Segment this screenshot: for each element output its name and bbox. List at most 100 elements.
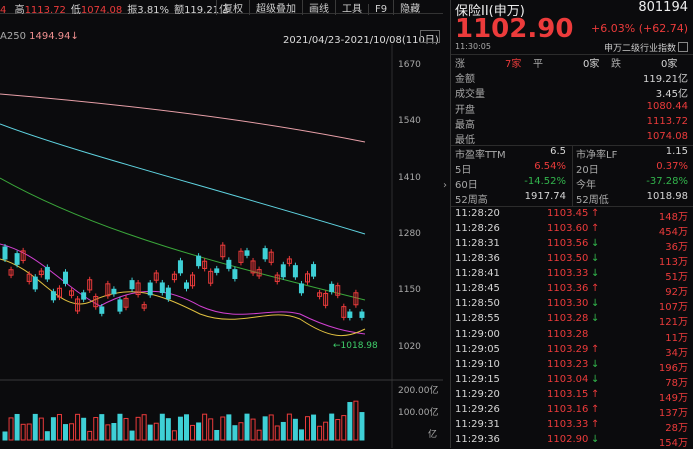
tick-volume: 121万 — [658, 317, 688, 329]
volume-bar — [123, 417, 129, 441]
candle-body — [335, 285, 341, 296]
range-picker-icon[interactable] — [420, 30, 440, 43]
index-icon[interactable] — [678, 42, 688, 52]
volume-bar — [250, 418, 256, 441]
volume-bar — [111, 422, 117, 441]
candle-body — [323, 293, 329, 306]
divider — [451, 145, 693, 146]
volume-bar — [26, 423, 32, 441]
candle-body — [274, 274, 280, 282]
volume-bar — [286, 413, 292, 441]
volume-tick-label: 200.00亿 — [398, 386, 439, 396]
tick-volume: 137万 — [658, 407, 688, 419]
candle-body — [2, 246, 8, 260]
volume-bar — [141, 414, 147, 441]
volume-bar — [256, 429, 262, 441]
tick-direction-icon: ↑ — [591, 403, 600, 415]
candle-body — [63, 271, 68, 284]
volume-bar — [129, 430, 135, 441]
candle-body — [147, 282, 153, 296]
candle-body — [93, 296, 99, 308]
tick-price: 1103.56 — [547, 238, 589, 250]
toolbar-button[interactable]: 隐藏 — [393, 0, 426, 15]
volume-bar — [153, 422, 159, 441]
tick-time: 11:28:36 — [455, 253, 500, 265]
tick-time: 11:28:31 — [455, 238, 500, 250]
tick-price: 1103.28 — [547, 313, 589, 325]
candle-body — [292, 265, 298, 278]
tick-direction-icon: ↓ — [591, 434, 600, 446]
volume-bar — [81, 417, 87, 441]
candle-body — [177, 260, 183, 274]
volume-bar — [202, 413, 208, 441]
candle-body — [165, 287, 171, 300]
volume-bar — [335, 419, 341, 441]
tick-time: 11:29:05 — [455, 343, 500, 355]
toolbar-button[interactable]: 超级叠加 — [249, 0, 302, 15]
volume-bar — [329, 413, 335, 441]
volume-bar — [292, 418, 298, 441]
tick-direction-icon: ↓ — [591, 313, 600, 325]
candle-body — [238, 250, 244, 263]
candle-body — [250, 260, 256, 274]
tick-price: 1103.60 — [547, 223, 589, 235]
candle-body — [20, 250, 26, 261]
last-price: 1102.90 — [455, 14, 574, 44]
tick-price: 1103.28 — [547, 328, 589, 340]
candles — [2, 242, 365, 321]
candle-body — [99, 306, 105, 314]
candle-body — [208, 270, 214, 284]
stat-value: 119.21亿 — [643, 74, 688, 85]
volume-bars — [2, 400, 365, 441]
candle-body — [220, 244, 226, 258]
stat-value: 1113.72 — [24, 5, 66, 16]
tick-volume: 11万 — [665, 332, 688, 344]
toolbar-button[interactable]: 复权 — [216, 0, 249, 15]
candle-body — [111, 288, 117, 295]
breadth-label: 平 — [533, 59, 543, 70]
toolbar-buttons: 复权 超级叠加 画线 工具 F9 隐藏 — [216, 0, 426, 15]
candle-body — [262, 248, 268, 260]
candle-body — [123, 297, 129, 308]
tick-direction-icon: ↑ — [591, 223, 600, 235]
toolbar-button[interactable]: 画线 — [302, 0, 335, 15]
ratio-label: 60日 — [455, 180, 478, 191]
tick-price: 1103.36 — [547, 283, 589, 295]
volume-bar — [171, 430, 177, 441]
toolbar-button[interactable]: F9 — [368, 4, 393, 15]
volume-bar — [305, 416, 310, 441]
volume-bar — [311, 414, 317, 441]
date-range[interactable]: 2021/04/23-2021/10/08(110日) — [283, 35, 439, 46]
ratio-label: 今年 — [576, 180, 596, 191]
chart-panel: 4 高1113.72 低1074.08 振3.81% 额119.21亿 复权 超级叠加画… — [0, 0, 443, 448]
volume-bar — [177, 416, 183, 441]
price-change: +6.03% (+62.74) — [591, 22, 688, 35]
tick-volume: 154万 — [658, 438, 688, 449]
collapse-arrow[interactable]: › — [443, 180, 447, 191]
divider — [451, 206, 693, 207]
tick-time: 11:29:26 — [455, 403, 500, 415]
tick-price: 1103.33 — [547, 268, 589, 280]
breadth-value: 0家 — [661, 59, 678, 70]
volume-bar — [87, 430, 93, 441]
price-tick-label: 1410 — [398, 172, 421, 183]
price-tick-label: 1670 — [398, 60, 421, 70]
low-marker: ←1018.98 — [333, 341, 378, 351]
volume-bar — [93, 417, 99, 441]
ratio-label: 5日 — [455, 165, 472, 176]
tick-time: 11:28:26 — [455, 223, 500, 235]
ma-line — [0, 123, 366, 235]
stat-value: 1074.08 — [646, 131, 688, 143]
quote-time: 11:30:05 — [455, 42, 491, 51]
candle-body — [26, 273, 32, 282]
tick-direction-icon: ↓ — [591, 268, 600, 280]
toolbar-button[interactable]: 工具 — [335, 0, 368, 15]
index-name: 申万二级行业指数 — [603, 44, 676, 54]
tick-direction-icon: ↓ — [591, 373, 600, 385]
tick-volume: 51万 — [665, 272, 688, 284]
stat-value: 3.45亿 — [655, 89, 688, 101]
ma-line — [0, 177, 366, 301]
ratio-label: 52周高 — [455, 195, 488, 206]
volume-bar — [196, 422, 202, 441]
tick-direction-icon: ↑ — [591, 283, 600, 295]
